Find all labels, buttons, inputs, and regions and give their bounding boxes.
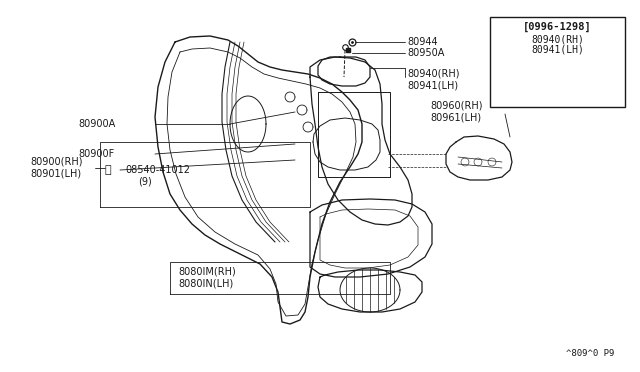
Text: 08540-41012: 08540-41012: [125, 165, 190, 175]
Text: 8080IN(LH): 8080IN(LH): [178, 279, 233, 289]
Text: 80900A: 80900A: [78, 119, 115, 129]
Text: [0996-1298]: [0996-1298]: [523, 22, 592, 32]
Text: 80961(LH): 80961(LH): [430, 113, 481, 123]
Text: Ⓢ: Ⓢ: [105, 165, 111, 175]
Text: 80941(LH): 80941(LH): [407, 80, 458, 90]
Text: 80901(LH): 80901(LH): [30, 169, 81, 179]
Text: 80950A: 80950A: [407, 48, 444, 58]
Text: 80940(RH): 80940(RH): [407, 68, 460, 78]
Text: 80941(LH): 80941(LH): [531, 45, 584, 55]
Bar: [490, 17, 625, 107]
Text: 80944: 80944: [407, 37, 438, 47]
Text: 80900(RH): 80900(RH): [30, 157, 83, 167]
Text: 80900F: 80900F: [78, 149, 115, 159]
Text: 8080IM(RH): 8080IM(RH): [178, 267, 236, 277]
Text: (9): (9): [138, 177, 152, 187]
Text: 80960(RH): 80960(RH): [430, 101, 483, 111]
Text: ^809^0 P9: ^809^0 P9: [566, 350, 614, 359]
Text: 80940(RH): 80940(RH): [531, 34, 584, 44]
